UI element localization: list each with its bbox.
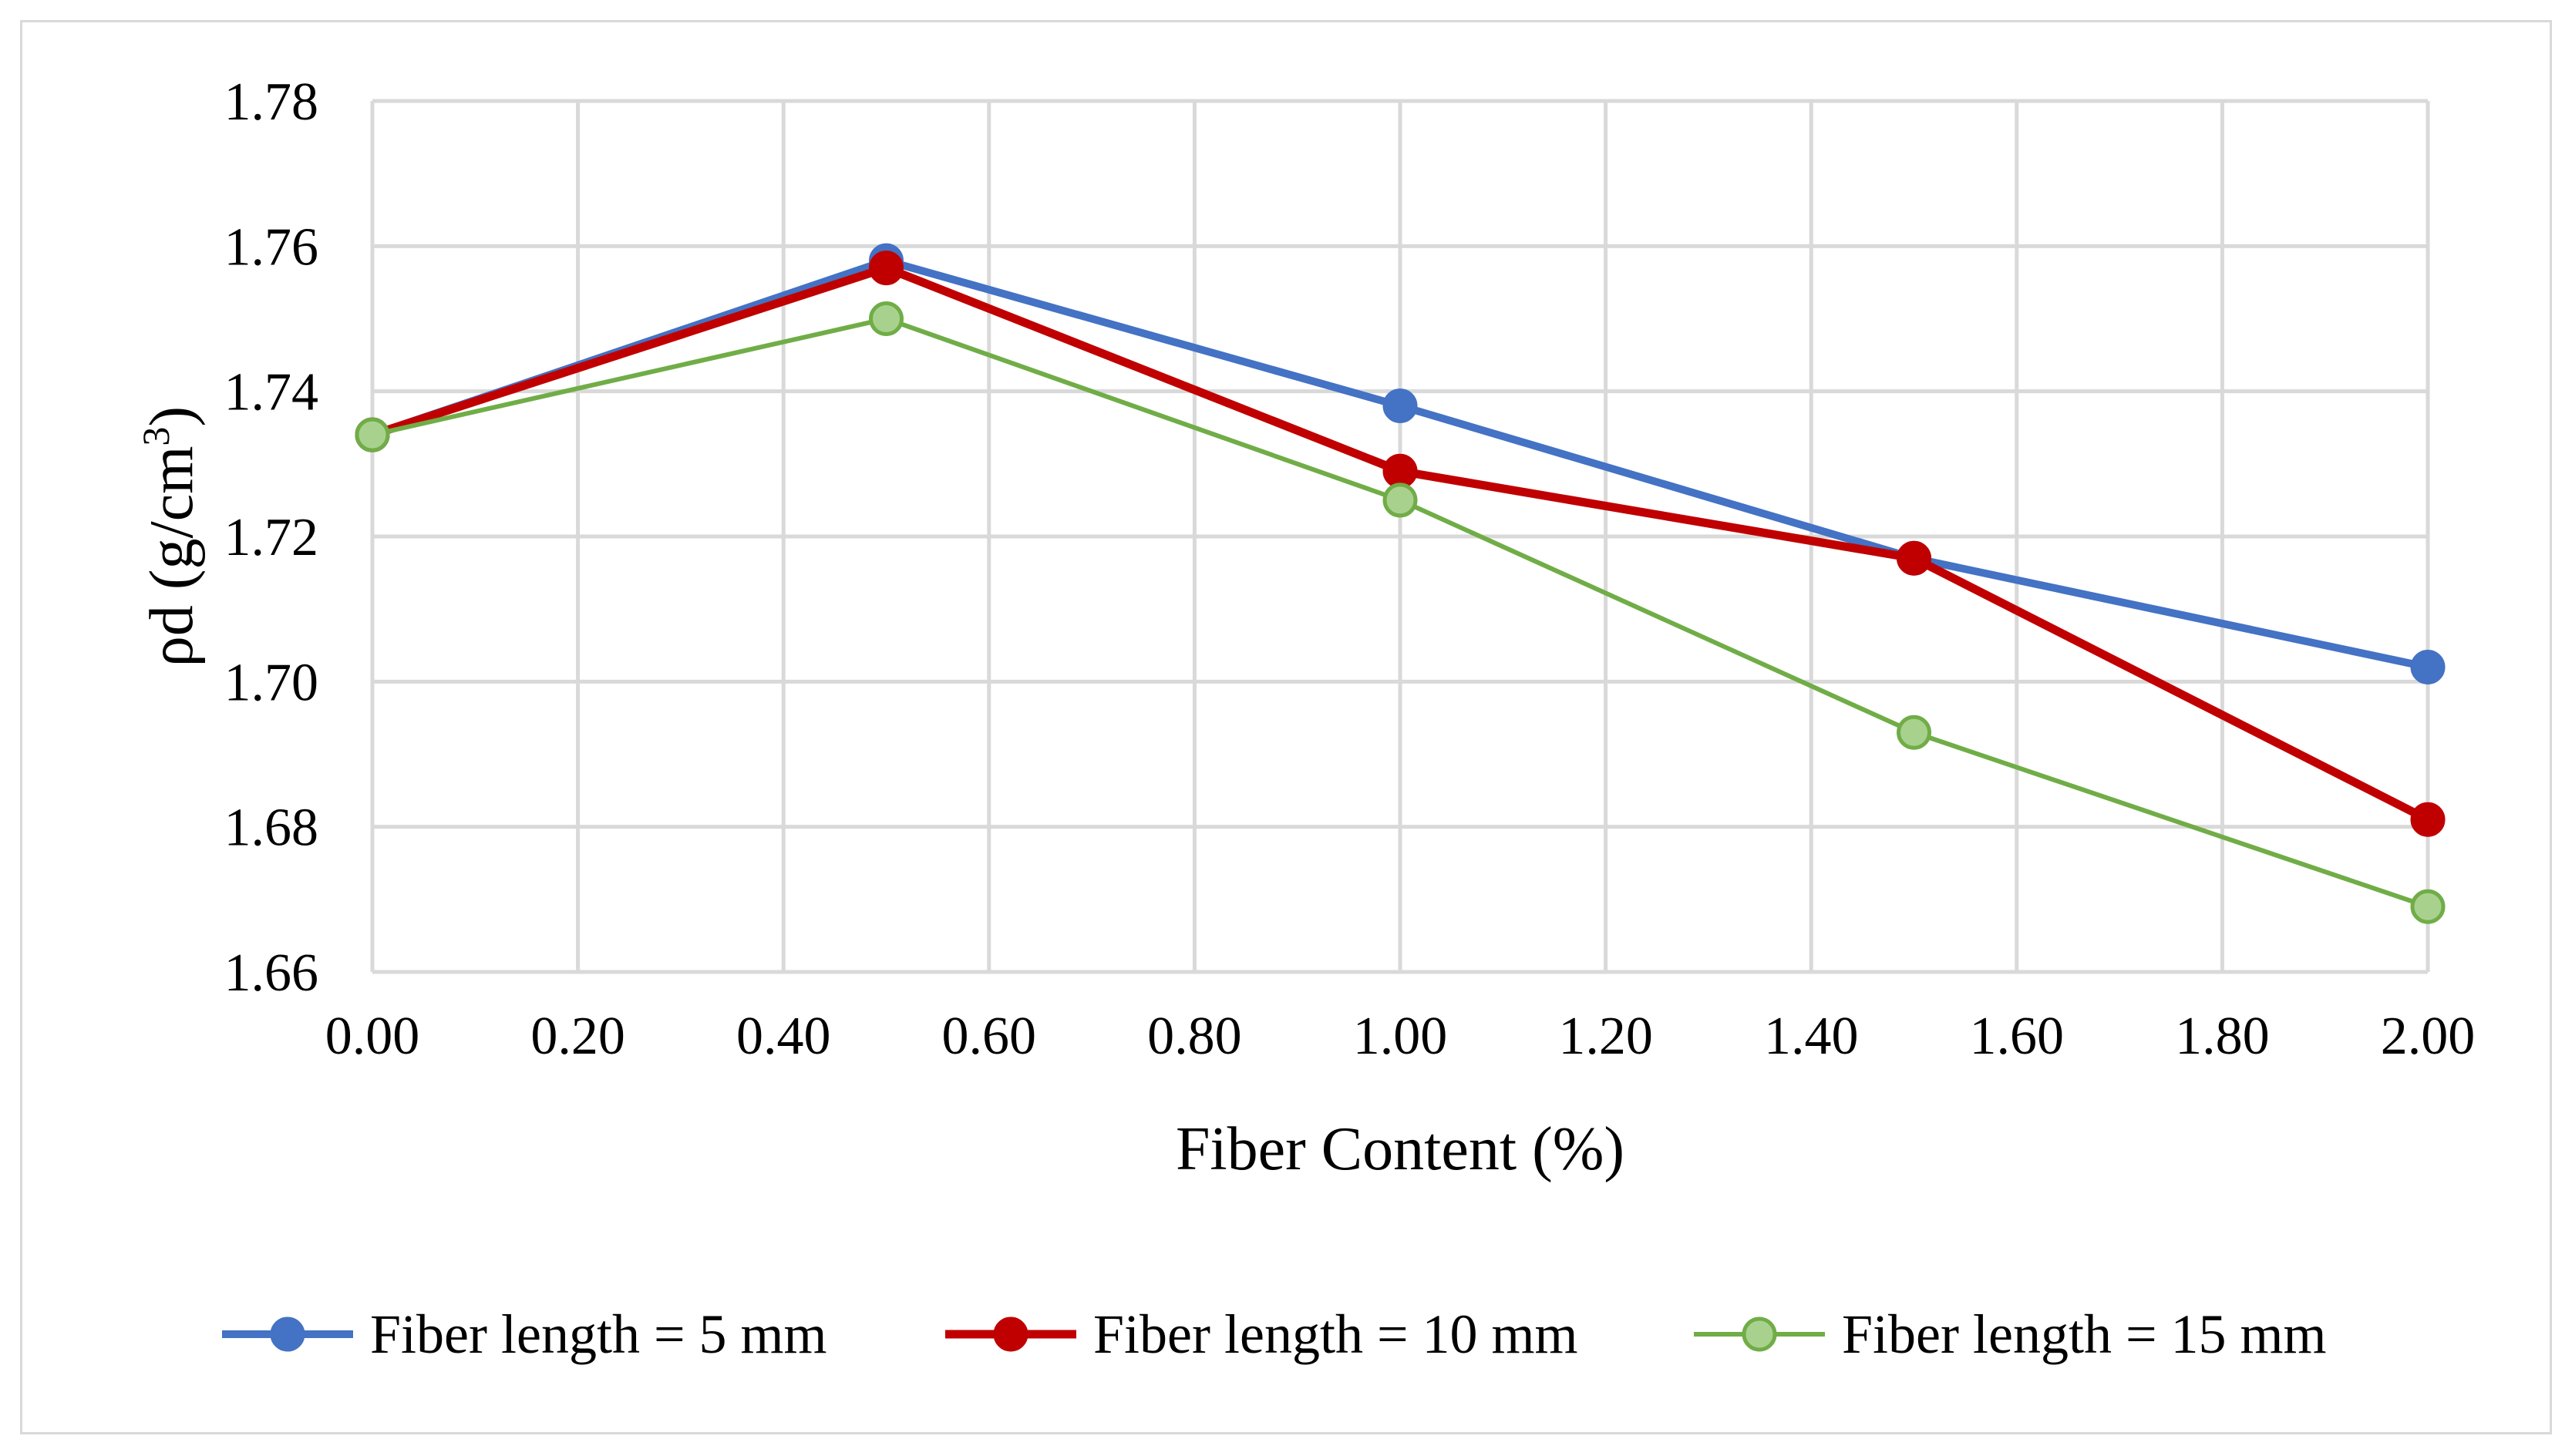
x-tick-label: 1.40 (1764, 1007, 1859, 1066)
x-tick-label: 1.20 (1558, 1007, 1653, 1066)
data-point (2410, 802, 2446, 837)
x-tick-label: 2.00 (2381, 1007, 2476, 1066)
x-tick-label: 0.40 (736, 1007, 831, 1066)
legend-label: Fiber length = 5 mm (370, 1303, 827, 1365)
line-chart: 1.66 1.68 1.70 1.72 1.74 1.76 1.78 0.00 0.20 0.4… (134, 72, 2476, 1365)
data-point (1382, 453, 1418, 489)
data-point (1897, 540, 1931, 576)
grid-layer (370, 99, 2430, 974)
series-3 (355, 301, 2446, 924)
x-tick-label: 1.00 (1353, 1007, 1448, 1066)
legend-swatch-marker (993, 1316, 1028, 1352)
legend-label: Fiber length = 15 mm (1842, 1303, 2327, 1365)
x-axis-title: Fiber Content (%) (1176, 1115, 1624, 1183)
x-tick-label: 0.20 (530, 1007, 625, 1066)
data-point (2410, 650, 2446, 684)
chart-frame: 1.66 1.68 1.70 1.72 1.74 1.76 1.78 0.00 0.20 0.4… (20, 20, 2552, 1434)
y-tick-label: 1.74 (224, 363, 319, 422)
data-point (869, 301, 904, 336)
x-tick-label: 1.80 (2175, 1007, 2270, 1066)
x-tick-label: 0.80 (1147, 1007, 1242, 1066)
legend-label: Fiber length = 10 mm (1093, 1303, 1578, 1365)
y-axis-title-close: ) (138, 406, 206, 427)
legend-item-2: Fiber length = 10 mm (945, 1303, 1578, 1365)
data-point (2410, 889, 2446, 924)
legend: Fiber length = 5 mm Fiber length = 10 mm F… (222, 1303, 2327, 1365)
y-tick-label: 1.66 (224, 943, 319, 1003)
data-point (1382, 483, 1418, 518)
data-point (869, 251, 904, 286)
y-axis-title-main: ρd (g/cm (138, 446, 206, 667)
legend-item-3: Fiber length = 15 mm (1694, 1303, 2327, 1365)
x-tick-label: 0.00 (325, 1007, 420, 1066)
y-tick-labels: 1.66 1.68 1.70 1.72 1.74 1.76 1.78 (224, 72, 319, 1003)
y-tick-label: 1.68 (224, 799, 319, 858)
x-tick-label: 1.60 (1970, 1007, 2065, 1066)
x-tick-labels: 0.00 0.20 0.40 0.60 0.80 1.00 1.20 1.40 1.60 1.80… (325, 1007, 2476, 1066)
y-axis-title: ρd (g/cm3) (134, 406, 206, 667)
legend-swatch-marker (270, 1316, 305, 1352)
y-tick-label: 1.78 (224, 72, 319, 132)
legend-swatch-marker (1742, 1316, 1777, 1352)
y-tick-label: 1.70 (224, 653, 319, 712)
y-axis-title-superscript: 3 (134, 427, 177, 446)
data-point (1382, 388, 1418, 423)
x-tick-label: 0.60 (942, 1007, 1037, 1066)
data-point (355, 417, 390, 452)
legend-item-1: Fiber length = 5 mm (222, 1303, 827, 1365)
data-point (1897, 715, 1931, 750)
y-tick-label: 1.72 (224, 508, 319, 567)
series-layer (355, 243, 2446, 924)
y-tick-label: 1.76 (224, 217, 319, 277)
